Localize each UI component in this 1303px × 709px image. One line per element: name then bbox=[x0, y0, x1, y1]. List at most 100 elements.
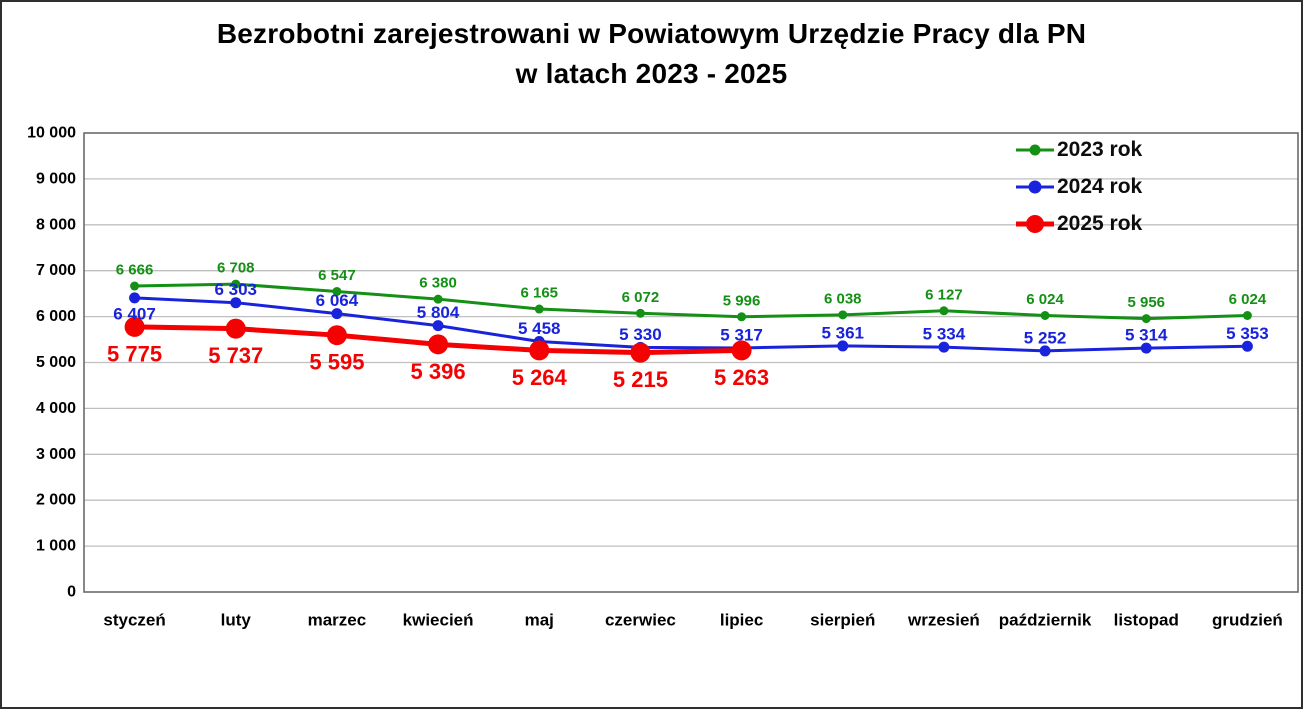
y-axis-tick-label: 4 000 bbox=[36, 400, 76, 417]
data-point bbox=[837, 340, 849, 352]
y-axis-tick-label: 9 000 bbox=[36, 170, 76, 187]
chart-legend: 2023 rok 2024 rok 2025 rok bbox=[1014, 131, 1142, 242]
data-point bbox=[332, 286, 342, 296]
data-point bbox=[1040, 310, 1050, 320]
legend-dot bbox=[1028, 180, 1042, 193]
x-axis-tick-label: lipiec bbox=[720, 611, 763, 630]
data-point bbox=[838, 310, 848, 320]
data-point bbox=[225, 318, 246, 339]
legend-marker-2023-icon bbox=[1016, 144, 1054, 155]
data-label: 5 996 bbox=[723, 292, 761, 309]
data-point bbox=[1241, 340, 1253, 352]
x-axis-tick-label: wrzesień bbox=[907, 611, 980, 630]
data-label: 6 064 bbox=[316, 291, 359, 310]
data-label: 6 024 bbox=[1026, 291, 1064, 308]
x-axis-tick-label: luty bbox=[221, 611, 252, 630]
data-point bbox=[124, 316, 145, 337]
data-point bbox=[1140, 342, 1152, 354]
data-label: 5 314 bbox=[1125, 326, 1168, 345]
y-axis-tick-label: 3 000 bbox=[36, 446, 76, 463]
data-point bbox=[939, 306, 949, 316]
y-axis-tick-label: 2 000 bbox=[36, 492, 76, 509]
x-axis-tick-label: kwiecień bbox=[403, 611, 474, 630]
data-label: 6 708 bbox=[217, 260, 255, 277]
data-point bbox=[529, 340, 550, 361]
legend-item-2025: 2025 rok bbox=[1014, 205, 1142, 242]
x-axis-tick-label: styczeń bbox=[103, 611, 165, 630]
data-label: 5 263 bbox=[714, 365, 769, 390]
data-label: 6 666 bbox=[116, 262, 154, 279]
data-label: 5 737 bbox=[208, 343, 263, 368]
y-axis-tick-label: 5 000 bbox=[36, 354, 76, 371]
plot-area-border bbox=[83, 132, 1299, 593]
legend-label-2023: 2023 rok bbox=[1057, 137, 1143, 161]
data-label: 5 252 bbox=[1024, 328, 1067, 347]
x-axis-tick-label: czerwiec bbox=[605, 611, 676, 630]
x-axis-tick-label: grudzień bbox=[1212, 611, 1283, 630]
data-point bbox=[230, 297, 242, 309]
data-label: 5 396 bbox=[411, 359, 466, 384]
data-point bbox=[938, 341, 950, 353]
data-point bbox=[428, 334, 449, 355]
data-point bbox=[326, 325, 347, 346]
y-axis-tick-label: 1 000 bbox=[36, 538, 76, 555]
x-axis-tick-label: marzec bbox=[308, 611, 367, 630]
chart-title: Bezrobotni zarejestrowani w Powiatowym U… bbox=[2, 14, 1301, 94]
x-axis-tick-label: maj bbox=[525, 611, 554, 630]
data-label: 6 165 bbox=[520, 285, 558, 302]
data-label: 5 458 bbox=[518, 319, 561, 338]
data-label: 5 804 bbox=[417, 303, 460, 322]
legend-label-2024: 2024 rok bbox=[1057, 174, 1143, 198]
data-point bbox=[1242, 310, 1252, 320]
data-point bbox=[433, 294, 443, 304]
data-point bbox=[129, 292, 141, 304]
data-label: 5 215 bbox=[613, 367, 668, 392]
data-label: 5 775 bbox=[107, 341, 162, 366]
y-axis-tick-label: 10 000 bbox=[27, 125, 76, 142]
data-point bbox=[737, 312, 747, 322]
data-label: 6 303 bbox=[214, 280, 257, 299]
data-label: 5 361 bbox=[821, 323, 864, 342]
data-label: 6 547 bbox=[318, 267, 356, 284]
data-point bbox=[534, 304, 544, 314]
legend-dot bbox=[1029, 144, 1041, 155]
y-axis-tick-label: 7 000 bbox=[36, 262, 76, 279]
data-point bbox=[630, 342, 651, 363]
data-label: 5 353 bbox=[1226, 324, 1269, 343]
chart-title-line1: Bezrobotni zarejestrowani w Powiatowym U… bbox=[216, 18, 1087, 49]
data-label: 6 407 bbox=[113, 304, 156, 323]
legend-item-2024: 2024 rok bbox=[1014, 168, 1142, 205]
data-label: 5 330 bbox=[619, 325, 662, 344]
data-point bbox=[331, 308, 343, 320]
x-axis-tick-label: sierpień bbox=[810, 611, 875, 630]
x-axis-tick-label: październik bbox=[999, 611, 1092, 630]
data-label: 6 127 bbox=[925, 286, 963, 303]
legend-marker-2025-icon bbox=[1016, 214, 1054, 233]
data-label: 5 334 bbox=[923, 325, 966, 344]
data-label: 5 595 bbox=[309, 350, 364, 375]
data-label: 6 072 bbox=[622, 289, 660, 306]
legend-marker-2024-icon bbox=[1016, 180, 1054, 193]
y-axis-tick-label: 8 000 bbox=[36, 216, 76, 233]
x-axis-tick-label: listopad bbox=[1114, 611, 1179, 630]
data-point bbox=[731, 340, 752, 361]
series-line-2024-rok bbox=[134, 296, 1248, 353]
data-label: 6 024 bbox=[1229, 291, 1267, 308]
legend-dot bbox=[1026, 214, 1044, 233]
data-label: 6 038 bbox=[824, 290, 862, 307]
data-label: 6 380 bbox=[419, 275, 457, 292]
y-axis-tick-label: 6 000 bbox=[36, 308, 76, 325]
y-axis-tick-label: 0 bbox=[67, 584, 76, 601]
data-label: 5 956 bbox=[1127, 294, 1165, 311]
data-label: 5 264 bbox=[512, 365, 568, 390]
data-point bbox=[231, 279, 241, 289]
data-point bbox=[1039, 345, 1051, 357]
series-line-2023-rok bbox=[134, 282, 1248, 321]
data-point bbox=[1141, 314, 1151, 324]
data-point bbox=[130, 281, 140, 291]
data-label: 5 317 bbox=[720, 325, 763, 344]
chart-title-line2: w latach 2023 - 2025 bbox=[515, 58, 788, 89]
data-point bbox=[635, 308, 645, 318]
